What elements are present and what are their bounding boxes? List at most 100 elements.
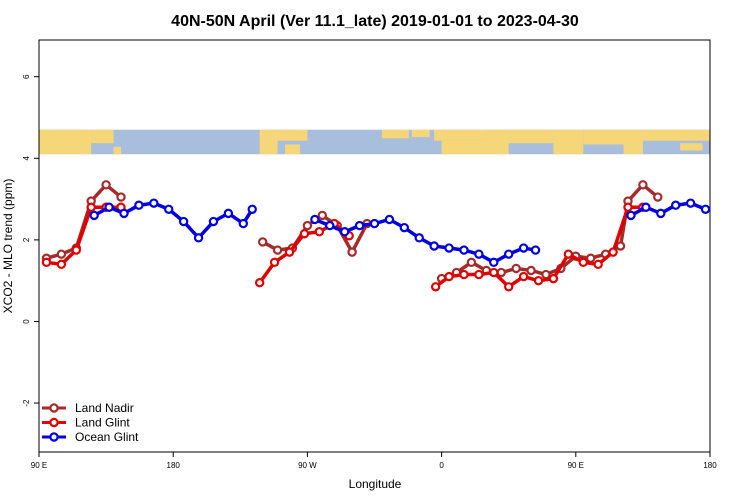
data-point <box>459 245 469 255</box>
data-point <box>223 208 234 219</box>
legend-swatch-marker <box>49 403 59 413</box>
data-point <box>578 257 588 268</box>
data-point <box>119 208 129 219</box>
x-tick-label: 0 <box>439 461 444 470</box>
map-land <box>553 129 584 155</box>
data-point <box>414 233 424 243</box>
legend-swatch-marker <box>49 432 59 442</box>
map-land <box>259 129 278 155</box>
x-tick-label: 180 <box>167 461 181 470</box>
data-point <box>444 271 454 282</box>
legend-label: Land Nadir <box>75 401 134 415</box>
data-point <box>430 282 441 292</box>
x-axis-label: Longitude <box>349 477 402 491</box>
map-land <box>381 129 409 139</box>
data-point <box>504 249 514 259</box>
data-point <box>608 247 618 257</box>
data-point <box>325 220 335 231</box>
x-tick-label: 90 W <box>298 461 317 470</box>
y-tick-label: -2 <box>22 399 31 407</box>
map-strip <box>39 129 710 155</box>
data-point <box>511 263 521 274</box>
x-tick-label: 90 E <box>568 461 584 470</box>
data-point <box>656 208 666 219</box>
data-point <box>474 249 484 259</box>
data-point <box>548 273 559 284</box>
map-land <box>285 144 300 155</box>
data-point <box>302 220 313 231</box>
map-land <box>583 129 624 145</box>
data-point <box>653 192 663 202</box>
data-point <box>459 269 469 280</box>
legend-label: Land Glint <box>75 416 130 430</box>
legend-label: Ocean Glint <box>75 430 139 444</box>
data-point <box>369 218 380 229</box>
axes: 90 E 180 90 W 0 90 E 180 -2 0 2 4 6 <box>22 39 717 470</box>
data-point <box>164 204 174 214</box>
data-point <box>489 257 499 268</box>
x-tick-label: 90 E <box>31 461 47 470</box>
data-point <box>178 216 189 227</box>
y-tick-label: 0 <box>22 319 31 324</box>
data-point <box>238 218 248 229</box>
data-point <box>399 222 410 233</box>
data-point <box>700 204 711 214</box>
plot-frame <box>38 39 711 453</box>
data-point <box>104 202 114 212</box>
data-point <box>586 253 596 263</box>
x-tick-label: 180 <box>703 461 717 470</box>
data-point <box>626 210 636 221</box>
series-land-glint <box>41 202 648 292</box>
map-land <box>277 129 308 141</box>
data-point <box>317 210 328 221</box>
series-line <box>45 183 123 260</box>
chart-title: 40N-50N April (Ver 11.1_late) 2019-01-01… <box>171 13 579 30</box>
data-point <box>193 233 204 243</box>
map-land <box>39 129 92 155</box>
map-land <box>113 146 122 155</box>
map-land <box>411 129 430 138</box>
map-land <box>91 129 114 144</box>
data-point <box>504 282 514 292</box>
data-point <box>257 237 268 247</box>
data-point <box>623 202 633 212</box>
data-point <box>685 198 696 208</box>
data-point <box>466 257 477 268</box>
data-point <box>247 204 257 214</box>
data-point <box>86 202 96 212</box>
data-point <box>310 214 320 225</box>
data-point <box>563 249 574 259</box>
data-point <box>474 269 484 280</box>
y-tick-label: 6 <box>22 74 31 79</box>
data-point <box>71 245 81 255</box>
data-point <box>299 229 310 239</box>
legend-item: Land Nadir <box>42 401 134 415</box>
data-point <box>116 192 126 202</box>
data-point <box>56 249 67 259</box>
map-land <box>642 129 710 141</box>
data-point <box>56 259 67 270</box>
legend-item: Land Glint <box>42 416 130 430</box>
data-point <box>272 245 283 255</box>
data-point <box>41 257 52 268</box>
y-tick-label: 2 <box>22 237 31 242</box>
data-point <box>384 214 395 225</box>
map-land <box>486 129 554 144</box>
data-point <box>149 198 159 208</box>
map-land <box>434 129 487 141</box>
data-point <box>284 247 295 257</box>
data-point <box>671 200 681 210</box>
data-point <box>444 243 454 253</box>
data-point <box>518 243 529 253</box>
data-point <box>354 220 365 231</box>
series-land-nadir <box>41 180 663 284</box>
data-point <box>101 180 111 190</box>
data-point <box>641 202 651 212</box>
series-layer <box>41 180 711 292</box>
map-land <box>680 143 703 151</box>
data-point <box>593 259 603 270</box>
y-axis-label: XCO2 - MLO trend (ppm) <box>1 179 15 314</box>
